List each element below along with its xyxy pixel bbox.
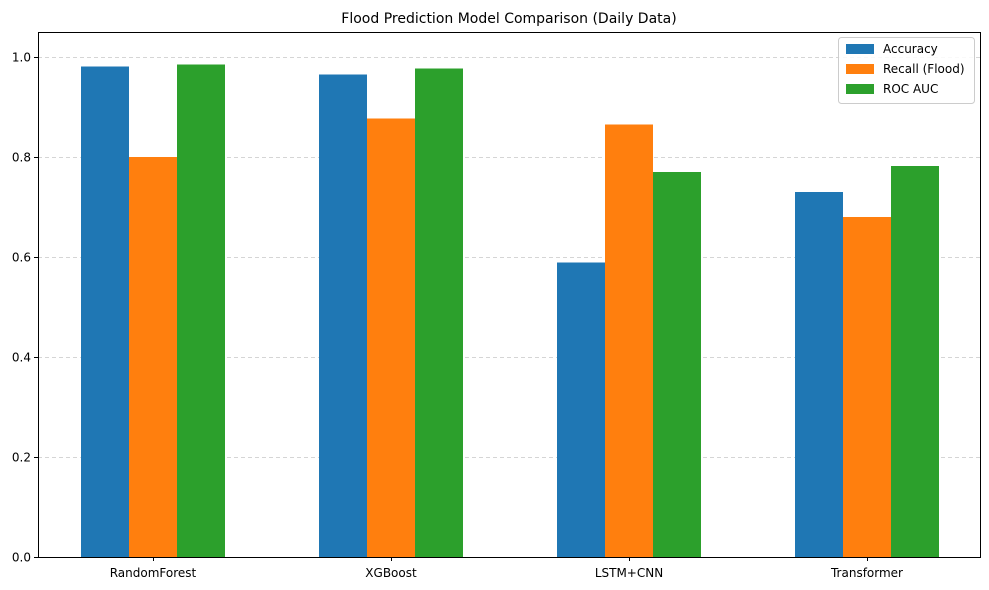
bar-roc-auc-lstm-cnn: [653, 172, 701, 557]
bar-accuracy-xgboost: [319, 74, 367, 557]
bar-recall-flood-transformer: [843, 217, 891, 557]
chart-title: Flood Prediction Model Comparison (Daily…: [341, 11, 676, 27]
bar-accuracy-transformer: [795, 192, 843, 557]
legend-swatch: [846, 84, 874, 94]
y-tick-label: 0.0: [12, 551, 31, 565]
bar-roc-auc-xgboost: [415, 68, 463, 557]
bars: [81, 64, 939, 557]
bar-roc-auc-transformer: [891, 166, 939, 557]
y-axis: 0.0 0.2 0.4 0.6 0.8 1.0: [12, 51, 38, 565]
legend-label: Accuracy: [883, 42, 938, 56]
x-tick-label: LSTM+CNN: [595, 566, 663, 580]
y-tick-label: 0.6: [12, 251, 31, 265]
legend-label: ROC AUC: [883, 82, 938, 96]
legend-swatch: [846, 64, 874, 74]
bar-roc-auc-randomforest: [177, 64, 225, 557]
legend-swatch: [846, 44, 874, 54]
x-axis: RandomForest XGBoost LSTM+CNN Transformer: [110, 557, 903, 580]
bar-recall-flood-randomforest: [129, 157, 177, 557]
plot-frame: [38, 32, 981, 558]
legend-label: Recall (Flood): [883, 62, 965, 76]
bar-accuracy-lstm-cnn: [557, 262, 605, 557]
y-tick-label: 0.8: [12, 151, 31, 165]
y-tick-label: 1.0: [12, 51, 31, 65]
bar-recall-flood-xgboost: [367, 118, 415, 557]
y-tick-label: 0.4: [12, 351, 31, 365]
bar-accuracy-randomforest: [81, 66, 129, 557]
x-tick-label: RandomForest: [110, 566, 197, 580]
y-tick-label: 0.2: [12, 451, 31, 465]
legend: Accuracy Recall (Flood) ROC AUC: [838, 37, 975, 104]
x-tick-label: XGBoost: [365, 566, 417, 580]
x-tick-label: Transformer: [830, 566, 903, 580]
bar-recall-flood-lstm-cnn: [605, 124, 653, 557]
